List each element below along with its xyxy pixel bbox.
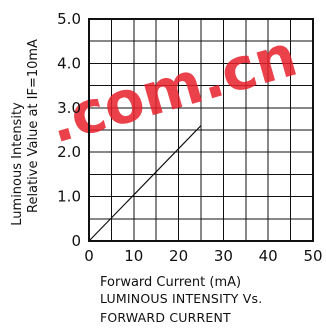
chart-caption-line-1: LUMINOUS INTENSITY Vs. xyxy=(100,291,262,306)
y-tick-label: 3.0 xyxy=(57,99,81,117)
x-tick-label: 50 xyxy=(303,247,322,265)
chart-caption-line-2: FORWARD CURRENT xyxy=(100,310,231,325)
grid xyxy=(89,19,313,241)
x-tick-label: 10 xyxy=(124,247,143,265)
y-tick-label: 5.0 xyxy=(57,10,81,28)
x-tick-label: 20 xyxy=(169,247,188,265)
plot-frame xyxy=(88,18,314,242)
y-axis-tick-labels: 0 1.0 2.0 3.0 4.0 5.0 xyxy=(57,10,81,250)
y-axis-title-line-2: Relative Value at IF=10mA xyxy=(26,39,41,213)
y-axis-title-line-1: Luminous Intensity xyxy=(10,102,25,226)
x-axis-title: Forward Current (mA) xyxy=(100,275,241,290)
x-tick-label: 30 xyxy=(214,247,233,265)
y-tick-label: 0 xyxy=(71,232,81,250)
y-tick-label: 4.0 xyxy=(57,54,81,72)
y-tick-label: 2.0 xyxy=(57,143,81,161)
x-axis-tick-labels: 0 10 20 30 40 50 xyxy=(84,247,322,265)
series-line xyxy=(88,125,202,242)
x-tick-label: 40 xyxy=(259,247,278,265)
series-layer xyxy=(88,125,202,242)
y-tick-label: 1.0 xyxy=(57,188,81,206)
x-tick-label: 0 xyxy=(84,247,94,265)
